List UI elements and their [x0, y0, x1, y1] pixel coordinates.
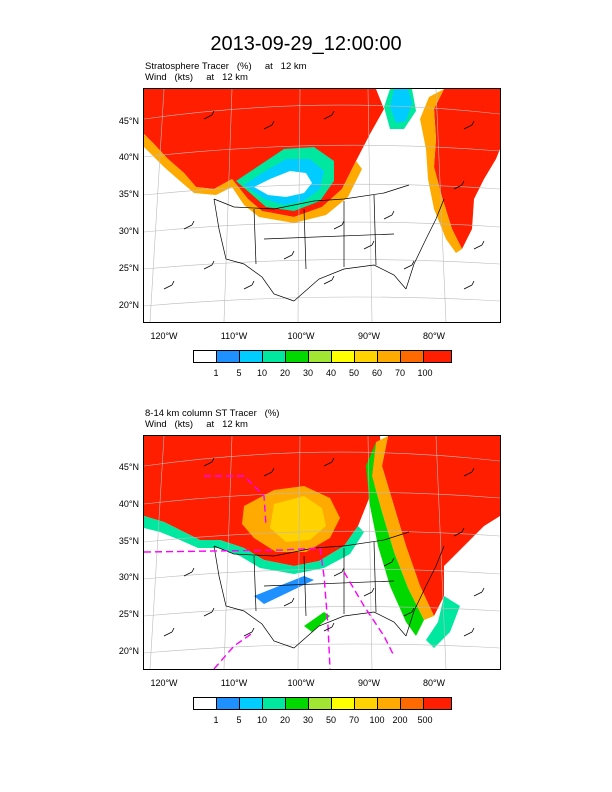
- colorbar-swatch: [424, 351, 451, 362]
- panel1-tracer-orange-east: [420, 89, 462, 253]
- panel1-lat-label: 40°N: [118, 152, 139, 162]
- colorbar-swatch: [424, 698, 451, 709]
- panel1-lon-label: 120°W: [150, 331, 178, 341]
- panel2-colorbar-label: 1: [213, 715, 219, 725]
- panel1-lat-label: 30°N: [118, 226, 139, 236]
- panel2-colorbar: [193, 697, 452, 710]
- panel2-colorbar-label: 500: [417, 715, 433, 725]
- panel2-lat-label: 20°N: [118, 646, 139, 656]
- colorbar-swatch: [286, 351, 309, 362]
- panel1-lon-label: 110°W: [220, 331, 248, 341]
- colorbar-swatch: [309, 698, 332, 709]
- colorbar-swatch: [217, 698, 240, 709]
- panel1-tracer-white-hole: [254, 171, 312, 197]
- panel2-colorbar-label: 100: [369, 715, 385, 725]
- colorbar-swatch: [240, 698, 263, 709]
- panel2-lat-label: 45°N: [118, 462, 139, 472]
- colorbar-swatch: [309, 351, 332, 362]
- panel2-graticule: [144, 436, 500, 669]
- colorbar-swatch: [217, 351, 240, 362]
- panel1-colorbar-label: 70: [394, 368, 405, 378]
- colorbar-swatch: [401, 351, 424, 362]
- panel1-graticule: [144, 89, 500, 322]
- panel1-subtitle-2: Wind (kts) at 12 km: [145, 72, 248, 83]
- panel1-tracer-cyan-north: [390, 89, 412, 123]
- page-title: 2013-09-29_12:00:00: [210, 33, 402, 55]
- panel1-lon-label: 90°W: [357, 331, 381, 341]
- colorbar-swatch: [332, 698, 355, 709]
- panel2-lat-label: 35°N: [118, 536, 139, 546]
- panel1-colorbar-label: 5: [236, 368, 242, 378]
- panel2-tracer-green-spot: [304, 612, 330, 632]
- panel2-tracer-yellow-core: [270, 496, 326, 542]
- panel2-lat-label: 25°N: [118, 609, 139, 619]
- panel1-colorbar-label: 30: [302, 368, 313, 378]
- panel2-tracer-green-east: [366, 442, 424, 636]
- panel1-colorbar-label: 100: [417, 368, 433, 378]
- panel2-lon-label: 80°W: [422, 678, 446, 688]
- panel2-tracer-green-south: [426, 596, 460, 648]
- panel2-lon-label: 100°W: [287, 678, 315, 688]
- panel1-lat-label: 25°N: [118, 263, 139, 273]
- panel2-colorbar-label: 20: [279, 715, 290, 725]
- colorbar-swatch: [263, 351, 286, 362]
- panel1-colorbar-label: 60: [371, 368, 382, 378]
- panel2-lon-label: 120°W: [150, 678, 178, 688]
- panel2-colorbar-label: 70: [348, 715, 359, 725]
- panel1-colorbar-label: 1: [213, 368, 219, 378]
- colorbar-swatch: [286, 698, 309, 709]
- panel1-colorbar-label: 10: [256, 368, 267, 378]
- panel2-subtitle-1: 8-14 km column ST Tracer (%): [145, 408, 280, 419]
- panel2-subtitle-2: Wind (kts) at 12 km: [145, 419, 248, 430]
- panel2-lon-label: 90°W: [357, 678, 381, 688]
- panel1-lat-label: 45°N: [118, 116, 139, 126]
- colorbar-swatch: [378, 351, 401, 362]
- panel1-wind-barbs: [163, 110, 485, 290]
- colorbar-swatch: [194, 351, 217, 362]
- colorbar-swatch: [194, 698, 217, 709]
- panel1-lon-label: 100°W: [287, 331, 315, 341]
- panel2-tracer-orange-east: [372, 436, 434, 620]
- panel2-lon-label: 110°W: [220, 678, 248, 688]
- colorbar-swatch: [355, 698, 378, 709]
- panel1-colorbar-label: 50: [348, 368, 359, 378]
- panel2-colorbar-label: 30: [302, 715, 313, 725]
- panel1-colorbar-label: 40: [325, 368, 336, 378]
- panel1-lat-label: 20°N: [118, 300, 139, 310]
- colorbar-swatch: [263, 698, 286, 709]
- panel1-lat-label: 35°N: [118, 189, 139, 199]
- panel1-tracer-orange-edge: [144, 134, 362, 223]
- panel2-colorbar-label: 10: [256, 715, 267, 725]
- colorbar-swatch: [355, 351, 378, 362]
- panel2-wind-barbs: [163, 457, 485, 637]
- panel2-colorbar-label: 50: [325, 715, 336, 725]
- colorbar-swatch: [332, 351, 355, 362]
- panel2-lat-label: 30°N: [118, 572, 139, 582]
- panel1-lon-label: 80°W: [422, 331, 446, 341]
- panel2-colorbar-label: 5: [236, 715, 242, 725]
- panel1-subtitle-1: Stratosphere Tracer (%) at 12 km: [145, 61, 307, 72]
- colorbar-swatch: [401, 698, 424, 709]
- panel2-contour: [144, 475, 395, 669]
- panel2-colorbar-label: 200: [392, 715, 408, 725]
- colorbar-swatch: [240, 351, 263, 362]
- panel2-lat-label: 40°N: [118, 499, 139, 509]
- panel1-tracer-red-east: [434, 89, 500, 249]
- panel2-tracer-red-east: [382, 436, 500, 616]
- colorbar-swatch: [378, 698, 401, 709]
- panel1-colorbar: [193, 350, 452, 363]
- panel1-map: [143, 88, 501, 323]
- panel2-map: [143, 435, 501, 670]
- panel1-colorbar-label: 20: [279, 368, 290, 378]
- panel1-boundaries: [213, 184, 445, 302]
